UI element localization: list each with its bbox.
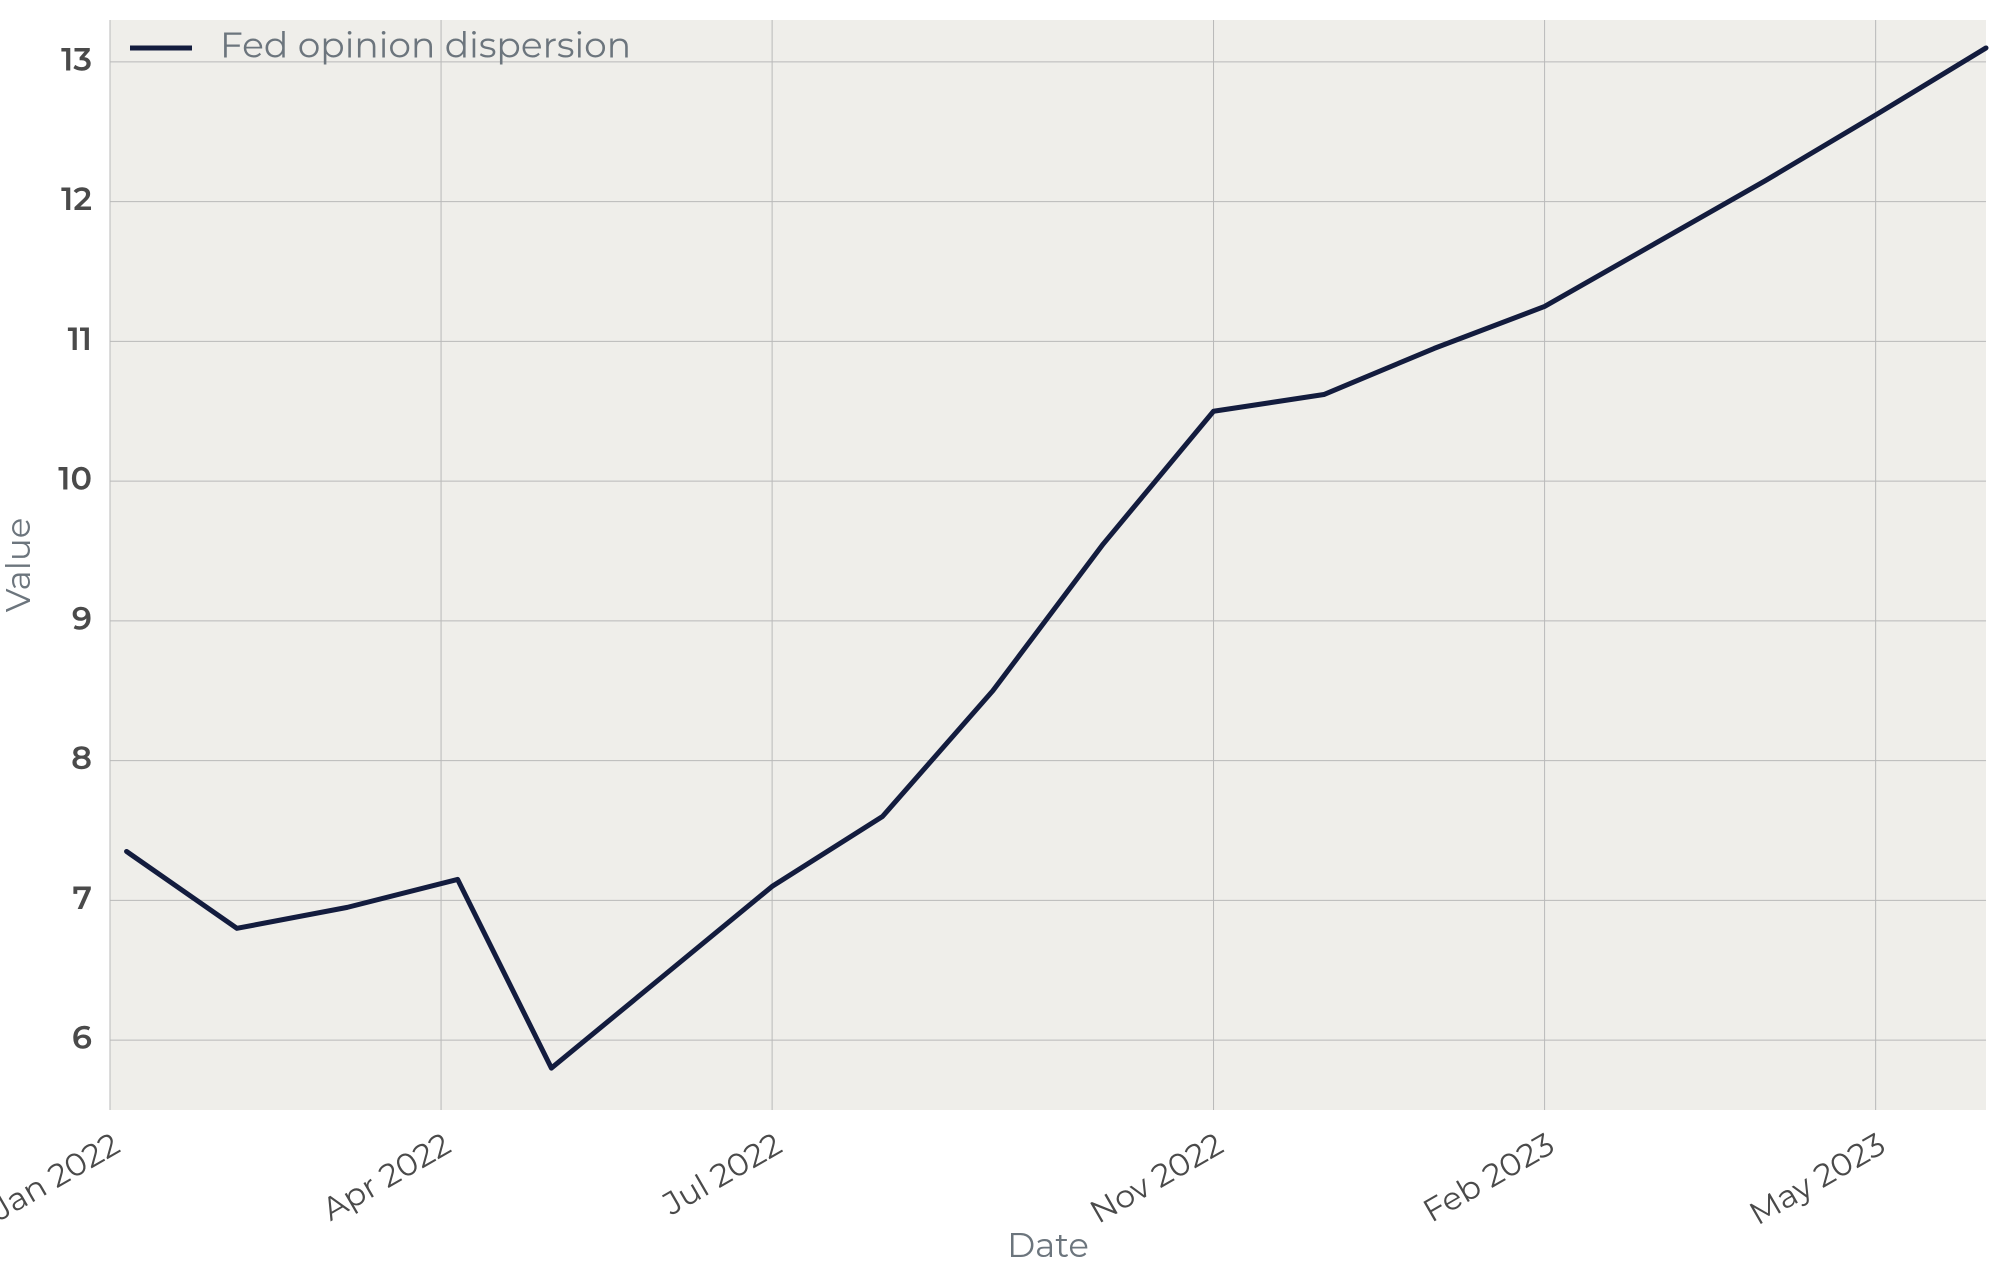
x-tick-label: May 2023 xyxy=(1743,1125,1892,1234)
y-tick-label: 13 xyxy=(61,40,92,79)
y-tick-label: 12 xyxy=(61,180,92,219)
y-tick-label: 8 xyxy=(71,739,92,778)
x-tick-label: Nov 2022 xyxy=(1083,1125,1230,1232)
x-tick-label: Jan 2022 xyxy=(0,1125,127,1230)
x-axis-label: Date xyxy=(1007,1224,1089,1266)
y-tick-label: 6 xyxy=(72,1019,92,1058)
legend-label: Fed opinion dispersion xyxy=(220,23,631,67)
x-tick-label: Feb 2023 xyxy=(1416,1125,1561,1231)
plot-background xyxy=(110,20,1986,1110)
y-tick-label: 11 xyxy=(68,320,92,359)
y-tick-label: 10 xyxy=(58,460,92,499)
y-tick-label: 9 xyxy=(72,599,92,638)
x-tick-label: Apr 2022 xyxy=(316,1125,458,1230)
y-axis-label: Value xyxy=(0,518,39,612)
y-tick-label: 7 xyxy=(73,879,92,918)
x-tick-label: Jul 2022 xyxy=(656,1125,789,1224)
chart-container: 6 7 8 9 10 11 12 13 Jan 2022 Apr 2022 Jul 2022 Nov … xyxy=(0,0,2016,1275)
line-chart: 6 7 8 9 10 11 12 13 Jan 2022 Apr 2022 Jul 2022 Nov … xyxy=(0,0,2016,1275)
